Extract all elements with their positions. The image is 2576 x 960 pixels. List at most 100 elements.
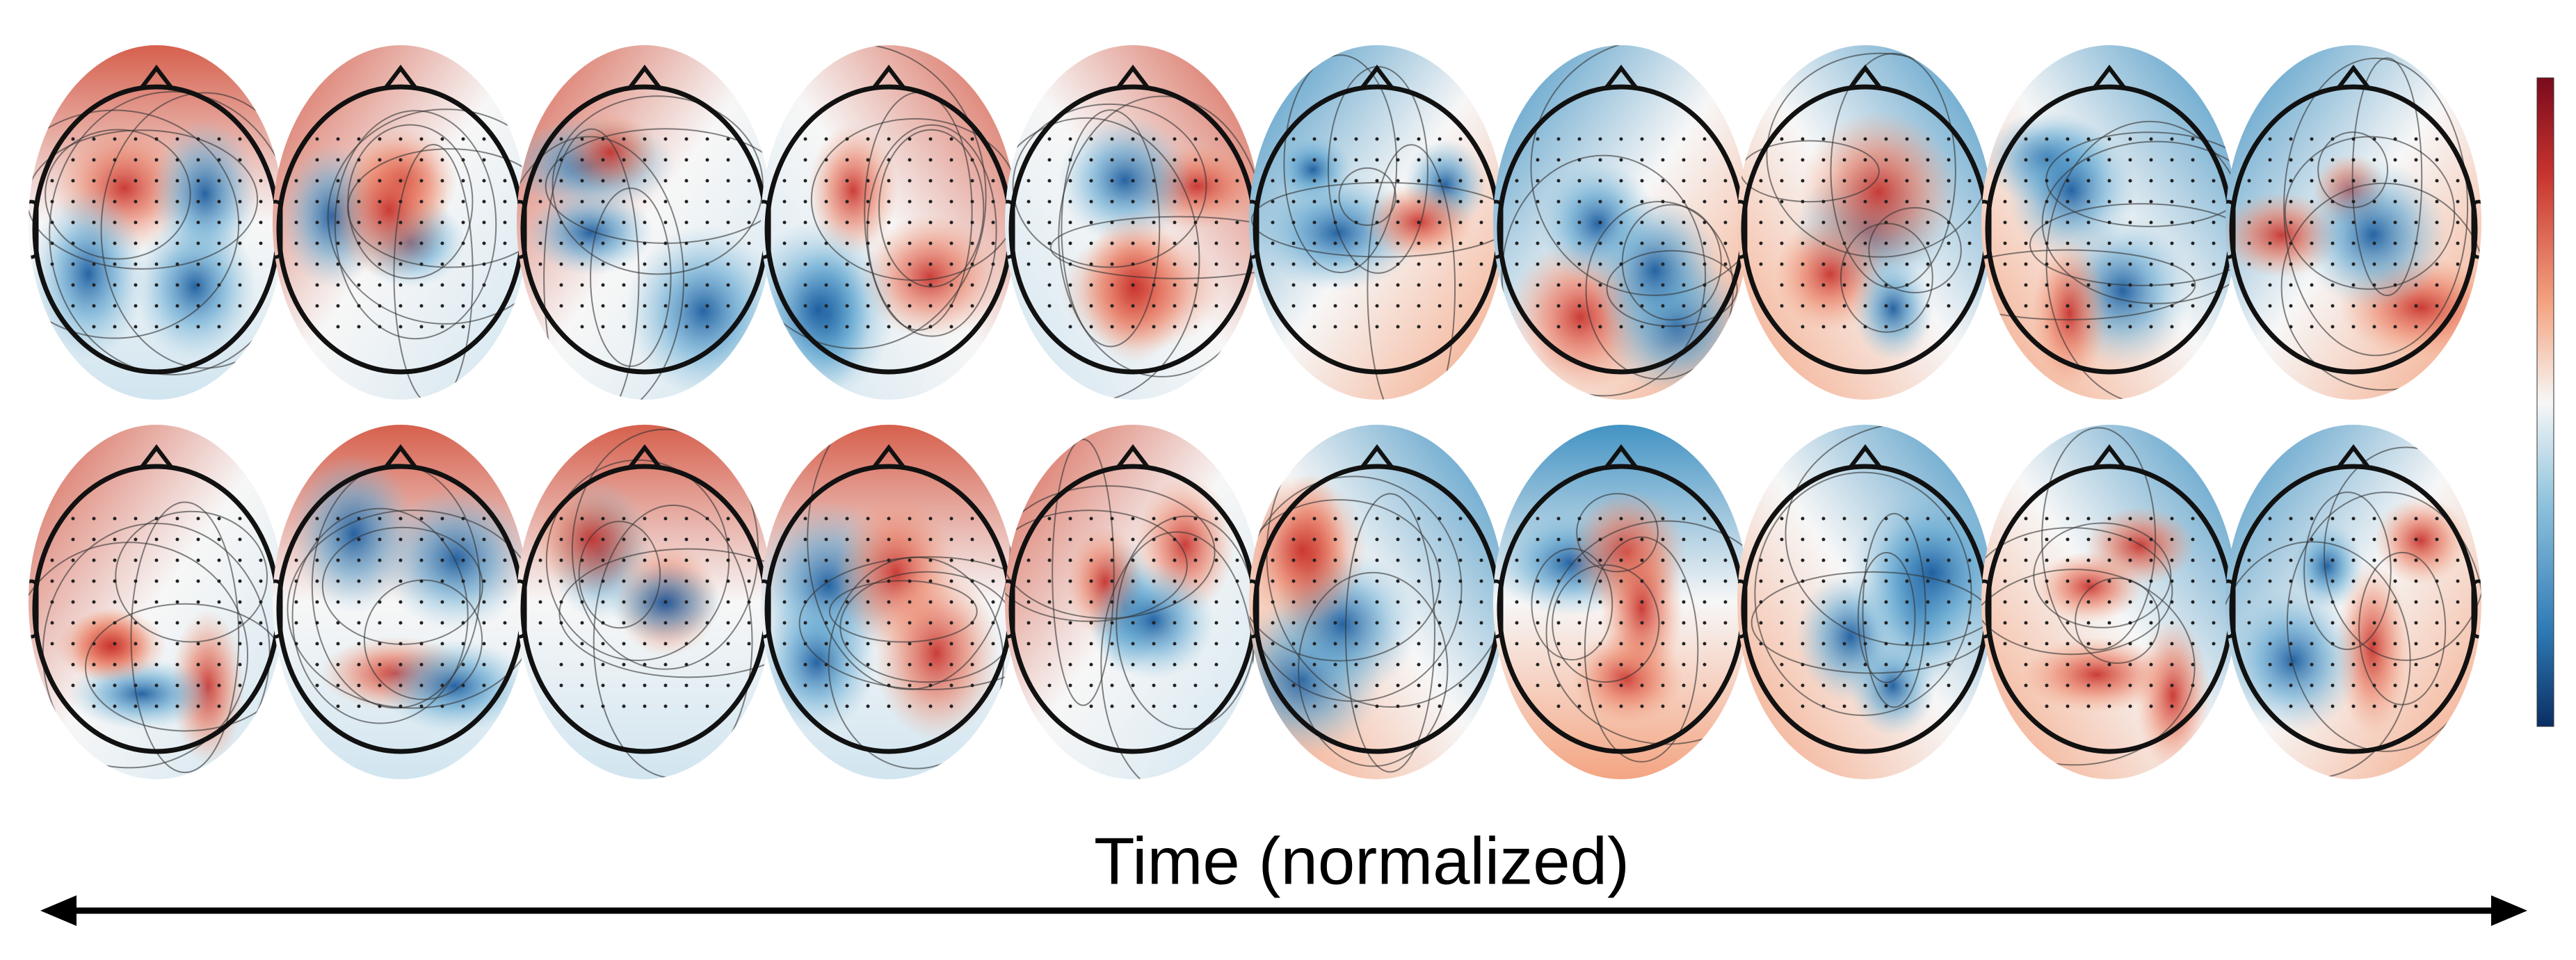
electrode: [134, 704, 138, 708]
electrode: [2086, 241, 2091, 245]
electrode: [1396, 683, 1400, 688]
electrode: [2393, 262, 2397, 266]
electrode: [1271, 200, 1275, 204]
electrode: [2086, 621, 2091, 625]
electrode: [1723, 600, 1728, 604]
electrode: [113, 304, 117, 308]
electrode: [970, 304, 974, 308]
electrode: [1759, 179, 1763, 183]
electrode: [1173, 600, 1177, 604]
electrode: [1271, 621, 1275, 625]
electrode: [2045, 579, 2049, 583]
electrode: [845, 579, 849, 583]
electrode: [238, 179, 242, 183]
electrode: [217, 558, 221, 562]
electrode: [684, 600, 689, 604]
electrode: [294, 262, 298, 266]
electrode: [2107, 537, 2111, 542]
electrode: [1702, 241, 1707, 245]
electrode: [238, 262, 242, 266]
electrode: [440, 179, 444, 183]
electrode: [970, 537, 974, 542]
electrode: [399, 621, 403, 625]
electrode: [1291, 558, 1296, 562]
electrode: [2086, 662, 2091, 667]
electrode: [482, 558, 486, 562]
electrode: [1193, 621, 1198, 625]
electrode: [1863, 537, 1867, 542]
electrode: [2331, 662, 2335, 667]
electrode: [726, 158, 730, 162]
electrode: [2191, 158, 2195, 162]
electrode: [887, 137, 891, 141]
electrode: [1702, 220, 1707, 225]
electrode: [2372, 683, 2376, 688]
electrode: [1702, 179, 1707, 183]
electrode: [2372, 704, 2376, 708]
electrode: [217, 600, 221, 604]
electrode: [1884, 704, 1888, 708]
electrode: [1312, 537, 1317, 542]
electrode: [92, 262, 96, 266]
electrode: [1702, 516, 1707, 521]
electrode: [580, 325, 584, 329]
ear: [1005, 579, 1015, 639]
electrode: [1173, 704, 1177, 708]
electrode: [1375, 200, 1379, 204]
electrode: [1780, 642, 1784, 646]
electrode: [2149, 516, 2153, 521]
electrode: [71, 200, 75, 204]
electrode: [1479, 179, 1483, 183]
electrode: [663, 579, 668, 583]
electrode: [684, 642, 689, 646]
electrode: [1598, 683, 1602, 688]
electrode: [1577, 600, 1581, 604]
electrode: [1598, 200, 1602, 204]
electrode: [845, 200, 849, 204]
electrode: [238, 137, 242, 141]
electrode: [154, 558, 159, 562]
electrode: [399, 704, 403, 708]
electrode: [1193, 304, 1198, 308]
electrode: [1193, 325, 1198, 329]
electrode: [1759, 579, 1763, 583]
electrode: [908, 579, 912, 583]
electrode: [866, 537, 870, 542]
electrode: [378, 621, 382, 625]
electrode: [803, 283, 807, 287]
electrode: [1863, 179, 1867, 183]
electrode: [2435, 537, 2439, 542]
electrode: [1291, 662, 1296, 667]
electrode: [419, 241, 424, 245]
electrode: [196, 558, 200, 562]
electrode: [1047, 200, 1052, 204]
electrode: [1110, 600, 1114, 604]
electrode: [1214, 158, 1218, 162]
electrode: [1193, 600, 1198, 604]
electrode: [1926, 600, 1930, 604]
electrode: [2024, 179, 2028, 183]
electrode: [1193, 537, 1198, 542]
electrode: [1333, 704, 1337, 708]
electrode: [2107, 241, 2111, 245]
electrode: [2310, 642, 2314, 646]
electrode: [2393, 516, 2397, 521]
electrode: [2331, 516, 2335, 521]
electrode: [1926, 662, 1930, 667]
electrode: [1312, 600, 1317, 604]
electrode: [845, 537, 849, 542]
electrode: [1884, 621, 1888, 625]
electrode: [2128, 304, 2132, 308]
electrode: [2003, 262, 2007, 266]
electrode: [175, 537, 179, 542]
electrode: [1375, 516, 1379, 521]
electrode: [887, 158, 891, 162]
electrode: [1089, 137, 1093, 141]
electrode: [1967, 262, 1972, 266]
electrode: [2066, 262, 2070, 266]
electrode: [622, 683, 626, 688]
electrode: [1536, 200, 1540, 204]
electrode: [1947, 579, 1951, 583]
electrode: [2149, 683, 2153, 688]
electrode: [970, 137, 974, 141]
